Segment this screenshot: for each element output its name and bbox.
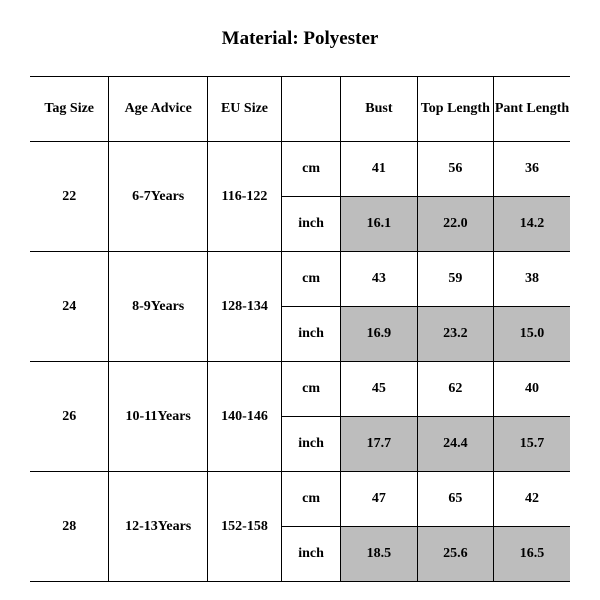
cell-bust-inch: 16.9 <box>341 307 417 362</box>
cell-top-length-inch: 23.2 <box>417 307 493 362</box>
cell-unit-inch: inch <box>281 527 340 582</box>
cell-top-length-inch: 22.0 <box>417 197 493 252</box>
table-row: 22 6-7Years 116-122 cm 41 56 36 <box>30 142 570 197</box>
cell-top-length-cm: 56 <box>417 142 493 197</box>
cell-age-advice: 12-13Years <box>109 472 208 582</box>
col-age-advice: Age Advice <box>109 77 208 142</box>
cell-eu-size: 128-134 <box>208 252 282 362</box>
cell-age-advice: 10-11Years <box>109 362 208 472</box>
cell-pant-length-cm: 40 <box>494 362 570 417</box>
cell-top-length-cm: 62 <box>417 362 493 417</box>
cell-unit-cm: cm <box>281 252 340 307</box>
cell-bust-cm: 45 <box>341 362 417 417</box>
cell-pant-length-cm: 36 <box>494 142 570 197</box>
col-top-length: Top Length <box>417 77 493 142</box>
cell-tag-size: 28 <box>30 472 109 582</box>
cell-tag-size: 22 <box>30 142 109 252</box>
cell-pant-length-inch: 14.2 <box>494 197 570 252</box>
cell-tag-size: 24 <box>30 252 109 362</box>
cell-top-length-cm: 59 <box>417 252 493 307</box>
page-title: Material: Polyester <box>30 28 570 50</box>
cell-pant-length-inch: 15.7 <box>494 417 570 472</box>
cell-unit-inch: inch <box>281 197 340 252</box>
table-row: 26 10-11Years 140-146 cm 45 62 40 <box>30 362 570 417</box>
cell-unit-cm: cm <box>281 472 340 527</box>
header-row: Tag Size Age Advice EU Size Bust Top Len… <box>30 77 570 142</box>
cell-eu-size: 152-158 <box>208 472 282 582</box>
col-eu-size: EU Size <box>208 77 282 142</box>
size-chart-document: Material: Polyester Tag Size Age Advice … <box>0 0 600 582</box>
cell-pant-length-inch: 16.5 <box>494 527 570 582</box>
size-table: Tag Size Age Advice EU Size Bust Top Len… <box>30 76 570 582</box>
col-tag-size: Tag Size <box>30 77 109 142</box>
table-row: 28 12-13Years 152-158 cm 47 65 42 <box>30 472 570 527</box>
cell-unit-cm: cm <box>281 362 340 417</box>
cell-bust-inch: 18.5 <box>341 527 417 582</box>
cell-pant-length-inch: 15.0 <box>494 307 570 362</box>
cell-bust-cm: 43 <box>341 252 417 307</box>
table-row: 24 8-9Years 128-134 cm 43 59 38 <box>30 252 570 307</box>
cell-top-length-cm: 65 <box>417 472 493 527</box>
cell-bust-inch: 17.7 <box>341 417 417 472</box>
col-unit <box>281 77 340 142</box>
cell-pant-length-cm: 38 <box>494 252 570 307</box>
cell-bust-inch: 16.1 <box>341 197 417 252</box>
cell-bust-cm: 47 <box>341 472 417 527</box>
cell-top-length-inch: 24.4 <box>417 417 493 472</box>
cell-unit-inch: inch <box>281 417 340 472</box>
cell-eu-size: 140-146 <box>208 362 282 472</box>
cell-unit-cm: cm <box>281 142 340 197</box>
size-table-body: 22 6-7Years 116-122 cm 41 56 36 inch 16.… <box>30 142 570 582</box>
cell-unit-inch: inch <box>281 307 340 362</box>
cell-bust-cm: 41 <box>341 142 417 197</box>
col-pant-length: Pant Length <box>494 77 570 142</box>
cell-age-advice: 8-9Years <box>109 252 208 362</box>
cell-top-length-inch: 25.6 <box>417 527 493 582</box>
cell-tag-size: 26 <box>30 362 109 472</box>
cell-eu-size: 116-122 <box>208 142 282 252</box>
cell-pant-length-cm: 42 <box>494 472 570 527</box>
cell-age-advice: 6-7Years <box>109 142 208 252</box>
col-bust: Bust <box>341 77 417 142</box>
